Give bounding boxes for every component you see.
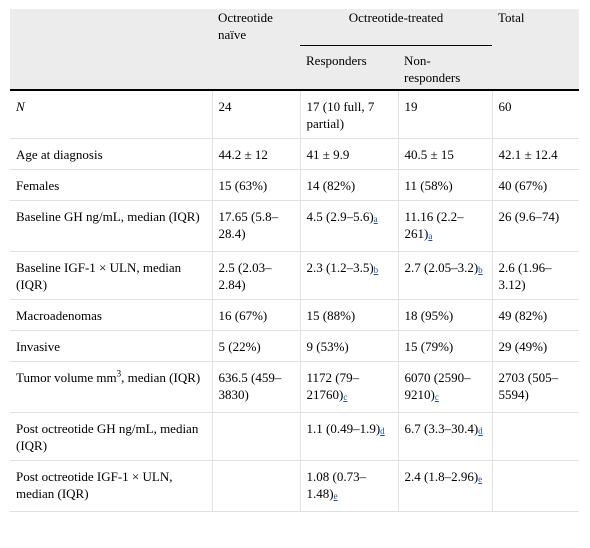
cell-responders: 41 ± 9.9	[299, 138, 398, 170]
table-row: Baseline IGF-1 × ULN, median (IQR) 2.5 (…	[10, 251, 579, 300]
cell-naive: 44.2 ± 12	[211, 138, 300, 170]
footnote-link[interactable]: a	[373, 214, 378, 224]
table-header: Octreotide naïve Octreotide-treated Tota…	[10, 9, 579, 90]
header-empty	[10, 9, 212, 90]
cell-responders: 1.08 (0.73–1.48)e	[299, 460, 398, 512]
footnote-link[interactable]: e	[333, 491, 338, 501]
cell-naive: 636.5 (459–3830)	[211, 361, 300, 413]
footnote-link[interactable]: d	[380, 426, 385, 436]
table-row: Baseline GH ng/mL, median (IQR) 17.65 (5…	[10, 200, 579, 252]
cell-total: 40 (67%)	[491, 169, 579, 201]
cell-non-responders: 18 (95%)	[397, 299, 492, 331]
header-responders: Responders	[300, 45, 398, 90]
cell-total: 26 (9.6–74)	[491, 200, 579, 252]
row-label: Post octreotide GH ng/mL, median (IQR)	[10, 412, 212, 461]
table-row: Post octreotide IGF-1 × ULN, median (IQR…	[10, 460, 579, 512]
cell-non-responders: 2.7 (2.05–3.2)b	[397, 251, 492, 300]
cell-responders: 14 (82%)	[299, 169, 398, 201]
cell-responders: 1.1 (0.49–1.9)d	[299, 412, 398, 461]
table-row: Post octreotide GH ng/mL, median (IQR) 1…	[10, 412, 579, 461]
cell-total: 60	[491, 90, 579, 139]
cell-responders: 15 (88%)	[299, 299, 398, 331]
header-non-responders: Non-responders	[398, 45, 492, 90]
footnote-link[interactable]: d	[478, 426, 483, 436]
footnote-link[interactable]: a	[428, 231, 433, 241]
cell-responders: 1172 (79–21760)c	[299, 361, 398, 413]
cell-non-responders: 6070 (2590–9210)c	[397, 361, 492, 413]
cell-total: 29 (49%)	[491, 330, 579, 362]
footnote-link[interactable]: c	[434, 392, 439, 402]
header-total: Total	[492, 9, 579, 90]
cell-naive: 17.65 (5.8–28.4)	[211, 200, 300, 252]
row-label: Tumor volume mm3, median (IQR)	[10, 361, 212, 413]
row-label: Macroadenomas	[10, 299, 212, 331]
cell-total: 49 (82%)	[491, 299, 579, 331]
row-label: Baseline GH ng/mL, median (IQR)	[10, 200, 212, 252]
cell-non-responders: 2.4 (1.8–2.96)e	[397, 460, 492, 512]
footnote-link[interactable]: c	[343, 392, 348, 402]
cell-non-responders: 11.16 (2.2–261)a	[397, 200, 492, 252]
row-label: Invasive	[10, 330, 212, 362]
data-table: Octreotide naïve Octreotide-treated Tota…	[10, 9, 579, 512]
cell-non-responders: 6.7 (3.3–30.4)d	[397, 412, 492, 461]
cell-non-responders: 15 (79%)	[397, 330, 492, 362]
cell-responders: 4.5 (2.9–5.6)a	[299, 200, 398, 252]
cell-responders: 17 (10 full, 7 partial)	[299, 90, 398, 139]
cell-responders: 2.3 (1.2–3.5)b	[299, 251, 398, 300]
cell-total	[491, 412, 579, 461]
cell-naive: 15 (63%)	[211, 169, 300, 201]
cell-naive	[211, 460, 300, 512]
table-row: Age at diagnosis 44.2 ± 12 41 ± 9.9 40.5…	[10, 138, 579, 170]
table-row: Invasive 5 (22%) 9 (53%) 15 (79%) 29 (49…	[10, 330, 579, 362]
table-row: Tumor volume mm3, median (IQR) 636.5 (45…	[10, 361, 579, 413]
row-label: Age at diagnosis	[10, 138, 212, 170]
table-row: Females 15 (63%) 14 (82%) 11 (58%) 40 (6…	[10, 169, 579, 201]
header-octreotide-naive: Octreotide naïve	[212, 9, 300, 90]
cell-total: 2703 (505–5594)	[491, 361, 579, 413]
cell-total: 42.1 ± 12.4	[491, 138, 579, 170]
footnote-link[interactable]: b	[373, 265, 379, 275]
cell-non-responders: 19	[397, 90, 492, 139]
cell-naive: 24	[211, 90, 300, 139]
row-label: Baseline IGF-1 × ULN, median (IQR)	[10, 251, 212, 300]
cell-naive: 5 (22%)	[211, 330, 300, 362]
footnote-link[interactable]: b	[478, 265, 483, 275]
cell-non-responders: 11 (58%)	[397, 169, 492, 201]
cell-responders: 9 (53%)	[299, 330, 398, 362]
row-label: Females	[10, 169, 212, 201]
table-row: N 24 17 (10 full, 7 partial) 19 60	[10, 90, 579, 139]
characteristics-table: Octreotide naïve Octreotide-treated Tota…	[10, 9, 579, 512]
cell-non-responders: 40.5 ± 15	[397, 138, 492, 170]
row-label: Post octreotide IGF-1 × ULN, median (IQR…	[10, 460, 212, 512]
cell-naive	[211, 412, 300, 461]
cell-naive: 2.5 (2.03–2.84)	[211, 251, 300, 300]
cell-total	[491, 460, 579, 512]
table-row: Macroadenomas 16 (67%) 15 (88%) 18 (95%)…	[10, 299, 579, 331]
header-octreotide-treated: Octreotide-treated	[300, 9, 492, 46]
row-label: N	[10, 90, 212, 139]
cell-total: 2.6 (1.96–3.12)	[491, 251, 579, 300]
footnote-link[interactable]: e	[478, 474, 483, 484]
cell-naive: 16 (67%)	[211, 299, 300, 331]
